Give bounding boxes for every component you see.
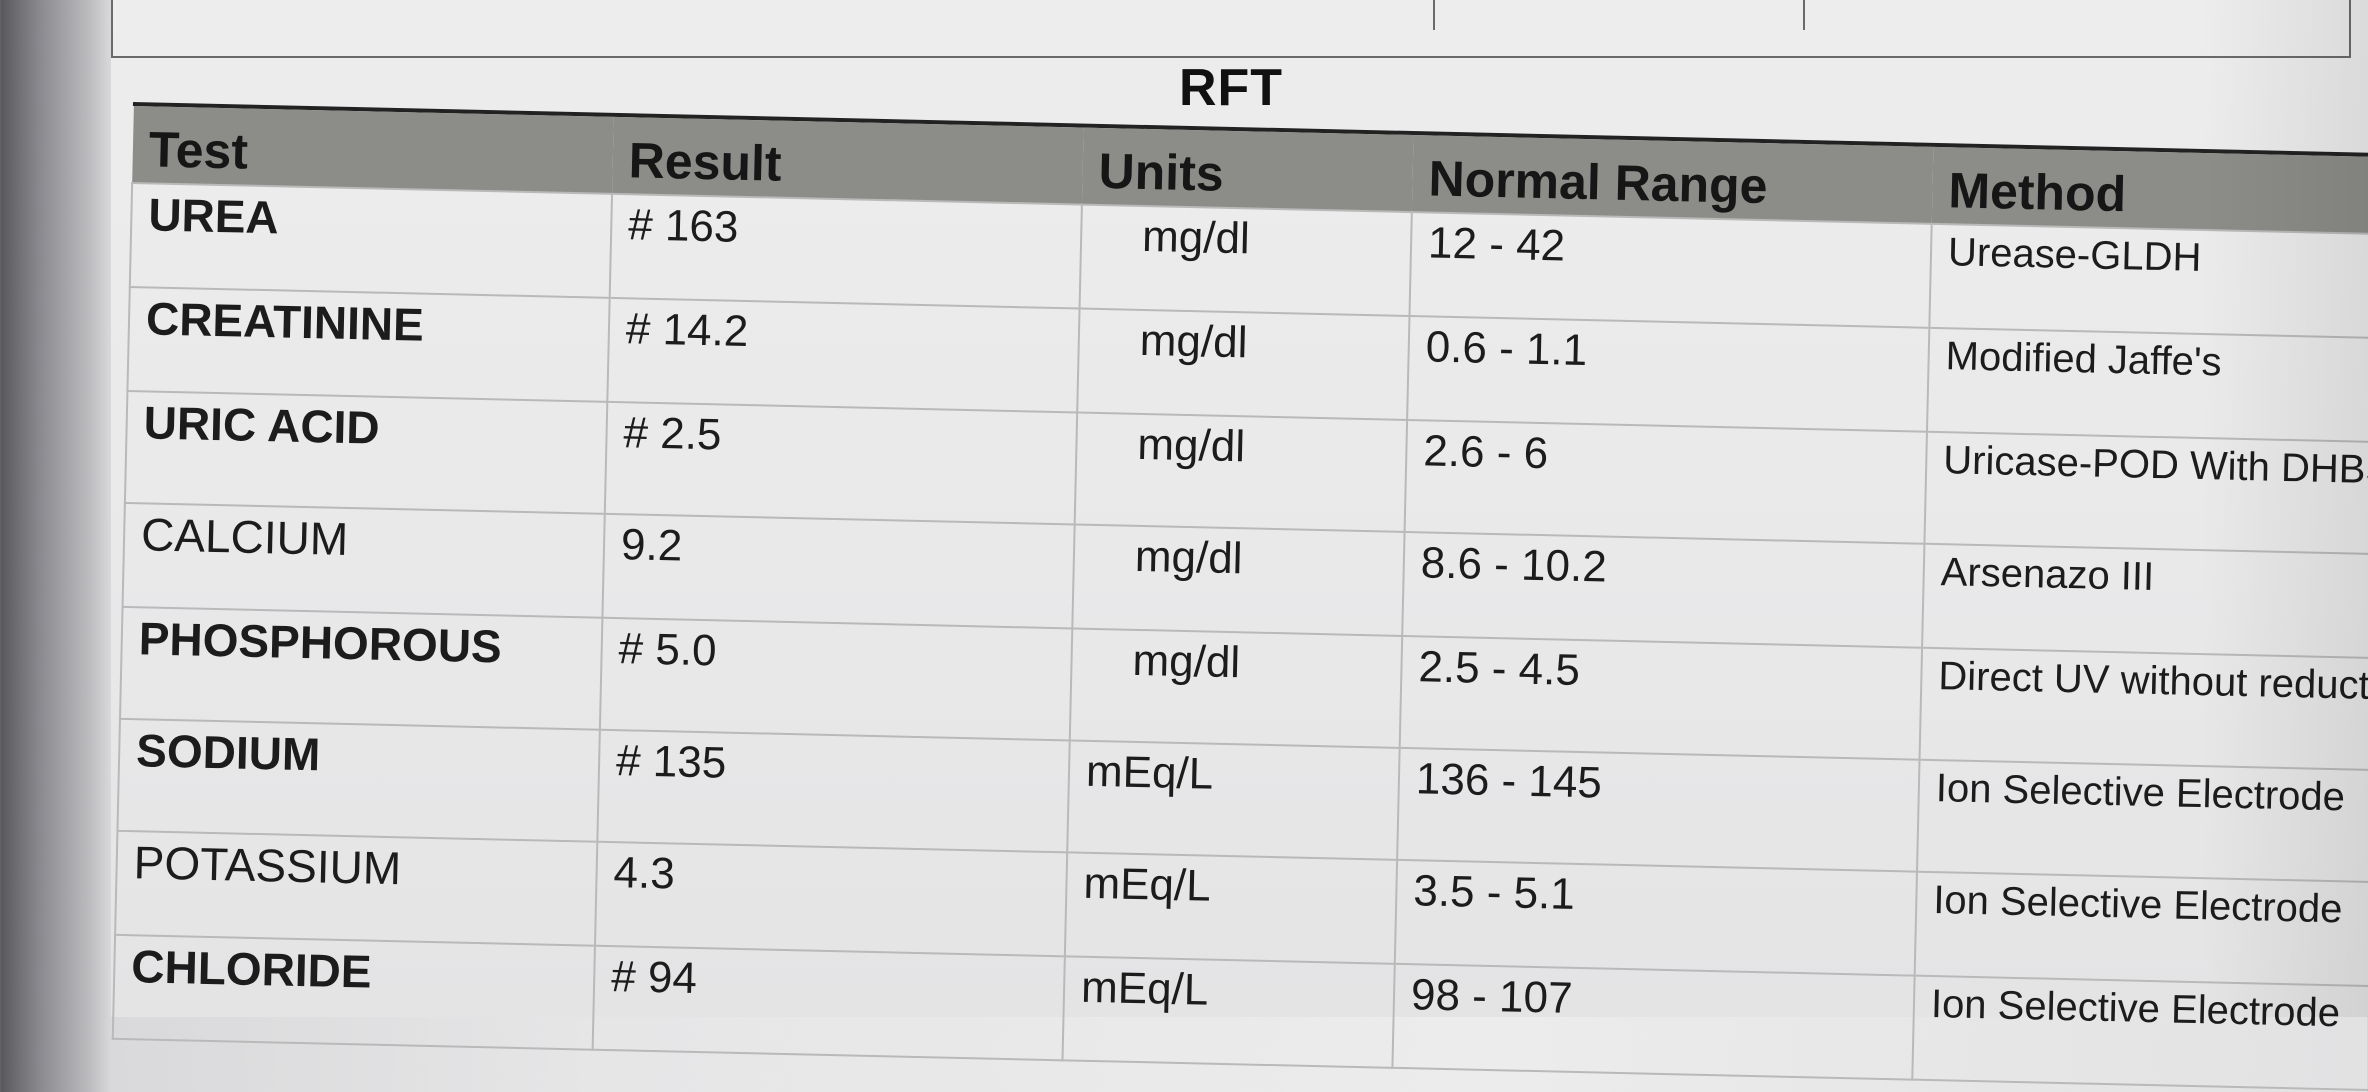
test-name: URIC ACID: [124, 390, 608, 514]
header-normal-range: Normal Range: [1411, 135, 1934, 224]
test-units: mg/dl: [1069, 628, 1403, 748]
test-result: # 2.5: [604, 401, 1078, 525]
test-name: SODIUM: [117, 718, 600, 842]
test-units: mg/dl: [1072, 524, 1405, 636]
test-normal-range: 3.5 - 5.1: [1394, 859, 1917, 976]
test-result: # 163: [609, 193, 1082, 309]
test-name: CALCIUM: [122, 502, 605, 618]
test-units: mEq/L: [1062, 956, 1395, 1068]
test-normal-range: 2.6 - 6: [1404, 419, 1927, 544]
column-divider: [1433, 0, 1435, 30]
previous-section-box: [111, 0, 2351, 58]
section-title: RFT: [1178, 59, 1284, 117]
test-units: mg/dl: [1074, 412, 1408, 532]
test-units: mg/dl: [1079, 204, 1412, 317]
test-name: UREA: [129, 183, 613, 298]
header-units: Units: [1081, 127, 1414, 213]
test-normal-range: 136 - 145: [1397, 747, 1920, 872]
test-result: 4.3: [594, 841, 1068, 957]
test-name: POTASSIUM: [115, 830, 598, 946]
test-normal-range: 0.6 - 1.1: [1407, 316, 1930, 432]
test-normal-range: 98 - 107: [1392, 963, 1915, 1080]
header-test: Test: [132, 106, 614, 194]
rft-results-table: Test Result Units Normal Range Method UR…: [112, 106, 2368, 1092]
test-normal-range: 2.5 - 4.5: [1399, 635, 1923, 760]
test-units: mEq/L: [1067, 740, 1400, 860]
column-divider: [1803, 0, 1805, 30]
rft-table-wrapper: Test Result Units Normal Range Method UR…: [112, 102, 2368, 1092]
test-units: mg/dl: [1077, 308, 1410, 420]
test-name: PHOSPHOROUS: [120, 606, 603, 730]
test-name: CREATININE: [127, 286, 610, 402]
paper-shadow: [2200, 0, 2368, 1017]
header-result: Result: [612, 116, 1084, 205]
test-normal-range: 8.6 - 10.2: [1402, 531, 1925, 648]
report-paper: RFT Test Result Units Normal Range Metho…: [111, 0, 2368, 1092]
test-name: CHLORIDE: [112, 934, 595, 1050]
test-result: 9.2: [602, 513, 1075, 629]
test-normal-range: 12 - 42: [1409, 212, 1932, 328]
test-result: # 5.0: [599, 617, 1073, 741]
test-result: # 135: [597, 729, 1070, 853]
test-result: # 14.2: [607, 297, 1080, 413]
test-units: mEq/L: [1064, 852, 1398, 964]
test-result: # 94: [592, 945, 1065, 1061]
